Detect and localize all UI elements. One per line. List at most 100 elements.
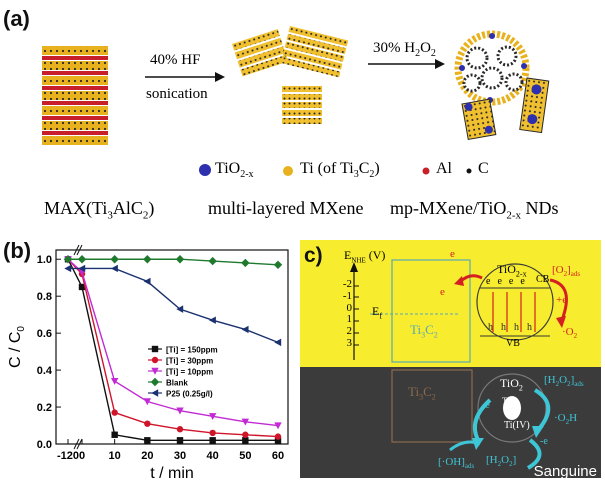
data-point: [241, 418, 250, 426]
panel-a-illustration: [42, 26, 550, 176]
legend-label: P25 (0.25g/l): [166, 390, 213, 399]
minus-e-right: -e: [540, 436, 548, 447]
data-point: [111, 409, 118, 416]
data-point: [175, 255, 185, 264]
legend-label: [Ti] = 150ppm: [166, 346, 218, 355]
vb-holes: hhhh: [488, 322, 540, 333]
x-axis-break: [73, 438, 80, 450]
data-point: [143, 255, 152, 264]
legend-al: Al: [436, 160, 452, 177]
vb-label: VB: [506, 338, 520, 349]
oh-ads-label: [·OH]ads: [438, 456, 475, 471]
data-point: [208, 316, 216, 324]
arrow-hf: [145, 72, 225, 82]
o2-ads-label: [O2]ads: [552, 264, 581, 279]
arrow2-top-label: 30% H2O2: [373, 40, 436, 59]
minus-e-left: -e: [482, 400, 490, 411]
caption-max: MAX(Ti3AlC2): [44, 198, 155, 222]
ti3c2-electron-label: e: [440, 286, 445, 298]
data-point: [144, 437, 151, 444]
c-legend-dot: [466, 168, 472, 174]
data-point: [110, 377, 119, 385]
cb-electrons: eeee: [486, 276, 532, 287]
multilayer-mxene-flakes: [232, 26, 349, 124]
x-tick-label: 0: [79, 450, 85, 462]
y-tick-label: 0.0: [37, 439, 52, 451]
ti-legend-dot: [283, 166, 293, 176]
data-point: [242, 437, 249, 444]
plus-e-label: +e: [556, 294, 568, 306]
data-point: [78, 264, 86, 273]
legend-label: Blank: [166, 379, 188, 388]
data-point: [77, 255, 87, 264]
x-axis-break-top: [76, 244, 83, 256]
data-point: [242, 431, 249, 438]
ti3c2-bottom-label: Ti3C2: [408, 384, 436, 402]
data-point: [176, 305, 184, 313]
ti-small-label: Ti: [502, 396, 510, 406]
h2o2-bottom-label: [H2O2]: [486, 454, 517, 469]
data-point: [111, 431, 118, 438]
series-line: [67, 258, 279, 438]
data-point: [143, 398, 152, 406]
data-point: [241, 258, 250, 268]
data-point: [209, 437, 216, 444]
data-point: [274, 338, 282, 347]
panel-b-label: (b): [3, 238, 32, 263]
data-point: [176, 437, 184, 444]
legend-tio2: TiO2-x: [215, 160, 254, 181]
energy-axis-ticks: -2 -1 0 1 2 3: [342, 278, 352, 349]
legend-c: C: [478, 160, 489, 177]
data-point: [274, 437, 282, 444]
data-point: [143, 277, 151, 286]
data-point: [176, 426, 184, 433]
y-tick-label: 0.2: [37, 402, 52, 414]
transfer-electron-label: e: [450, 248, 455, 260]
arrow1-bottom-label: sonication: [146, 86, 208, 102]
data-point: [64, 264, 72, 273]
mp-mxene-tio2-clusters: [454, 30, 550, 141]
ti3c2-top-label: Ti3C2: [410, 322, 438, 340]
series-line: [68, 258, 279, 266]
x-tick-label: -120: [57, 450, 79, 462]
data-point: [208, 413, 217, 420]
x-tick-label: 30: [174, 450, 186, 462]
superoxide-label: ·O2: [562, 326, 578, 341]
legend-ti: Ti (of Ti3C2): [300, 160, 380, 181]
data-point: [176, 407, 184, 415]
x-tick-label: 50: [239, 450, 251, 462]
tio2-top-label: TiO2-x: [497, 262, 527, 279]
oxidation-region-bg: [300, 240, 601, 367]
arrow-h2o2: [368, 59, 445, 69]
data-point: [110, 264, 118, 273]
legend-label: [Ti] = 10ppm: [166, 368, 213, 377]
energy-axis-title: ENHE (V): [344, 248, 386, 265]
y-tick-label: 1.0: [37, 254, 52, 266]
arrow1-top-label: 40% HF: [150, 52, 201, 68]
data-point: [151, 389, 159, 397]
caption-multilayer: multi-layered MXene: [208, 198, 364, 218]
data-point: [110, 255, 119, 264]
x-tick-label: 10: [109, 450, 121, 462]
series-line: [68, 267, 279, 344]
ti-iv-label: Ti(IV): [504, 420, 530, 431]
legend-label: [Ti] = 30ppm: [166, 357, 213, 366]
data-point: [274, 422, 282, 430]
plot-frame: [55, 249, 289, 445]
tio2-bottom-label: TiO2: [500, 376, 523, 393]
data-point: [78, 283, 86, 291]
panel-a-label: (a): [3, 6, 30, 31]
panel-c-label: c): [304, 244, 323, 267]
y-axis-label: C / C0: [7, 326, 27, 368]
h2o2-top-label: [H2O2]ads: [544, 374, 584, 389]
x-tick-label: 40: [207, 450, 219, 462]
data-point: [274, 433, 282, 440]
x-axis-label: t / min: [150, 465, 194, 482]
data-point: [144, 420, 151, 427]
x-axis-break: [76, 438, 83, 450]
y-tick-label: 0.6: [37, 328, 52, 340]
x-axis-break-top: [73, 244, 80, 256]
data-point: [273, 260, 283, 269]
degradation-chart: 0.0 0.2 0.4 0.6 0.8 1.0 -120 0 10 20 30 40 50 60 t / m…: [7, 244, 289, 482]
y-tick-label: 0.4: [37, 365, 53, 377]
